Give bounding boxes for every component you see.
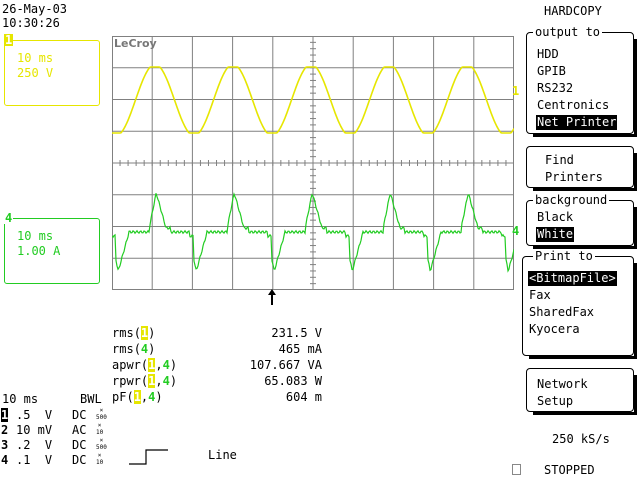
output-to-panel[interactable]: output to HDD GPIB RS232 Centronics Net Prin… xyxy=(526,25,637,137)
channel-setting-scale: .5 V xyxy=(16,408,53,422)
date-label: 26-May-03 xyxy=(2,2,68,16)
measurement-source: 4 xyxy=(140,342,149,356)
channel-setting-probe: 10 xyxy=(96,459,104,466)
output-to-item[interactable]: Net Printer xyxy=(536,115,618,130)
measurement-row: rpwr(1,4) 65.083 W xyxy=(112,374,322,388)
background-title: background xyxy=(533,193,610,207)
bwl-label: BWL xyxy=(80,392,102,406)
output-to-title: output to xyxy=(533,25,603,39)
measurement-source2: 4 xyxy=(162,374,170,388)
channel-setting-scale: .1 V xyxy=(16,453,53,467)
background-panel[interactable]: background Black White xyxy=(526,193,637,249)
measurement-name: pF xyxy=(112,390,127,404)
channel-setting-number: 2 xyxy=(1,423,9,437)
print-to-item[interactable]: Fax xyxy=(529,288,551,302)
find-printers-line2: Printers xyxy=(545,170,603,184)
rising-edge-icon xyxy=(129,449,168,465)
measurement-source2: 4 xyxy=(148,390,156,404)
channel-1-trace-marker: 1 xyxy=(512,84,520,98)
channel-setting-coupling: AC xyxy=(72,423,87,437)
measurement-value: 107.667 VA xyxy=(249,358,322,372)
channel-4-trace xyxy=(112,192,514,273)
menu-title: HARDCOPY xyxy=(544,4,602,18)
print-to-item[interactable]: SharedFax xyxy=(529,305,595,319)
channel-setting-probe: 500 xyxy=(96,444,107,451)
acq-timebase: 10 ms xyxy=(2,392,39,406)
channel-setting-coupling: DC xyxy=(72,408,87,422)
measurement-row: apwr(1,4) 107.667 VA xyxy=(112,358,322,372)
measurement-row: rms(1) 231.5 V xyxy=(112,326,322,340)
channel-setting-probe: 10 xyxy=(96,429,104,436)
sample-rate: 250 kS/s xyxy=(552,432,610,446)
waveform-display[interactable] xyxy=(112,36,514,290)
time-label: 10:30:26 xyxy=(2,16,60,30)
measurement-value: 65.083 W xyxy=(264,374,322,388)
channel-setting-number: 1 xyxy=(1,408,9,422)
output-to-item[interactable]: RS232 xyxy=(537,81,574,95)
measurement-value: 231.5 V xyxy=(271,326,322,340)
output-to-item[interactable]: HDD xyxy=(537,47,559,61)
network-setup-button[interactable]: Network Setup xyxy=(526,368,637,415)
measurement-name: rpwr xyxy=(112,374,141,388)
background-item[interactable]: White xyxy=(536,227,575,242)
measurement-name: apwr xyxy=(112,358,141,372)
measurement-source: 1 xyxy=(140,326,149,340)
channel-4-box[interactable]: 4 10 ms 1.00 A xyxy=(4,212,100,284)
print-to-item[interactable]: <BitmapFile> xyxy=(528,271,617,286)
channel-4-scale: 1.00 A xyxy=(17,244,61,258)
measurement-row: rms(4) 465 mA xyxy=(112,342,322,356)
measurement-source: 1 xyxy=(133,390,141,404)
print-to-panel[interactable]: Print to <BitmapFile> Fax SharedFax Kyocera xyxy=(522,249,637,359)
find-printers-button[interactable]: Find Printers xyxy=(526,146,637,191)
measurement-row: pF(1,4) 604 m xyxy=(112,390,322,404)
channel-setting-scale: .2 V xyxy=(16,438,53,452)
print-to-title: Print to xyxy=(533,249,595,263)
measurement-name: rms xyxy=(112,326,134,340)
output-to-item[interactable]: GPIB xyxy=(537,64,566,78)
acquisition-status: STOPPED xyxy=(544,463,595,477)
brand-logo: LeCroy xyxy=(114,37,157,50)
trigger-source: Line xyxy=(208,448,237,462)
measurement-name: rms xyxy=(112,342,134,356)
channel-4-trace-marker: 4 xyxy=(512,224,520,238)
channel-1-timebase: 10 ms xyxy=(17,51,54,65)
measurement-source: 1 xyxy=(148,374,156,388)
arrow-up-icon xyxy=(268,289,276,305)
channel-setting-coupling: DC xyxy=(72,453,87,467)
channel-1-number: 1 xyxy=(4,33,14,47)
channel-1-box[interactable]: 1 10 ms 250 V xyxy=(4,34,100,106)
channel-setting-number: 3 xyxy=(1,438,9,452)
network-setup-line1: Network xyxy=(537,377,588,391)
measurement-value: 465 mA xyxy=(278,342,322,356)
background-item[interactable]: Black xyxy=(537,210,574,224)
print-to-item[interactable]: Kyocera xyxy=(529,322,580,336)
status-indicator-icon xyxy=(512,464,521,475)
channel-setting-coupling: DC xyxy=(72,438,87,452)
output-to-item[interactable]: Centronics xyxy=(537,98,610,112)
channel-1-scale: 250 V xyxy=(17,66,54,80)
measurement-value: 604 m xyxy=(285,390,322,404)
channel-setting-number: 4 xyxy=(1,453,9,467)
channel-1-trace xyxy=(112,66,514,134)
measurement-source: 1 xyxy=(148,358,156,372)
channel-setting-scale: 10 mV xyxy=(16,423,53,437)
measurement-source2: 4 xyxy=(162,358,170,372)
channel-4-number: 4 xyxy=(4,211,14,225)
network-setup-line2: Setup xyxy=(537,394,574,408)
find-printers-line1: Find xyxy=(545,153,574,167)
channel-setting-probe: 500 xyxy=(96,414,107,421)
channel-4-timebase: 10 ms xyxy=(17,229,54,243)
